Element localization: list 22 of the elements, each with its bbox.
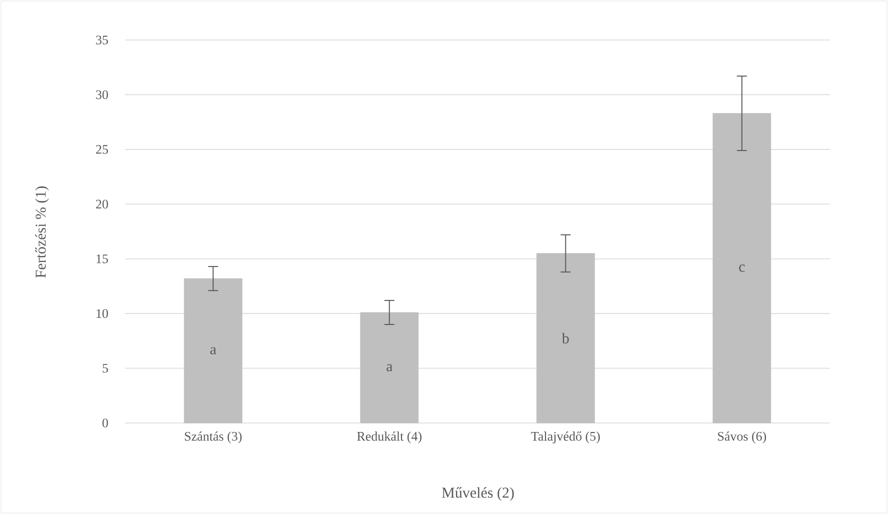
x-axis-title: Művelés (2): [442, 487, 514, 501]
y-tick-label: 30: [96, 90, 108, 100]
x-tick-label: Talajvédő (5): [531, 432, 600, 444]
annotation: b: [562, 332, 569, 344]
y-tick-label: 25: [96, 145, 108, 154]
y-tick-label: 5: [102, 364, 108, 373]
x-tick-label: Sávos (6): [718, 432, 766, 444]
bar: [536, 253, 595, 424]
bar: [360, 312, 419, 424]
y-tick-label: 0: [102, 418, 108, 428]
y-tick-label: 15: [96, 254, 108, 264]
annotation: a: [386, 364, 393, 372]
annotation: c: [739, 264, 745, 272]
y-tick-label: 35: [96, 36, 108, 44]
x-tick-label: Redukált (4): [357, 432, 422, 444]
bar: [184, 278, 242, 424]
annotation: a: [210, 347, 216, 354]
y-axis-title: Fertőzési % (1): [35, 186, 49, 278]
bar: [712, 113, 772, 424]
x-tick-label: Szántás (3): [184, 432, 242, 444]
y-tick-label: 20: [96, 200, 108, 209]
y-tick-label: 10: [96, 309, 108, 318]
